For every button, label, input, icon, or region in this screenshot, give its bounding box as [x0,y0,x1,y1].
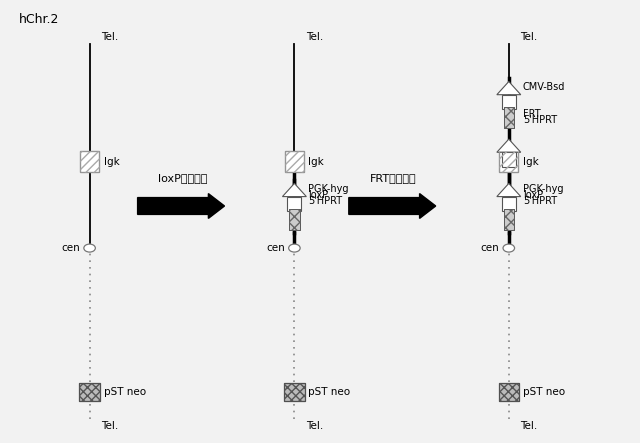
Bar [504,209,514,230]
FancyArrow shape [349,194,436,218]
Bar [504,209,514,230]
Circle shape [503,244,515,252]
Bar [79,383,100,401]
FancyArrow shape [138,194,225,218]
Text: Tel.: Tel. [306,421,323,431]
Bar [285,151,304,172]
Bar [284,383,305,401]
Text: 5'HPRT: 5'HPRT [523,116,557,125]
Text: pST neo: pST neo [523,387,565,397]
Bar [289,209,300,230]
Bar [287,197,301,211]
Text: loxP配列挿入: loxP配列挿入 [157,173,207,183]
Text: loxP: loxP [308,190,328,200]
Bar [502,95,516,109]
Polygon shape [497,183,521,197]
Polygon shape [497,139,521,152]
Text: pST neo: pST neo [104,387,146,397]
Bar [284,383,305,401]
Text: Tel.: Tel. [520,32,538,42]
Bar [285,151,304,172]
Text: loxP: loxP [523,190,543,200]
Text: PGK-hyg: PGK-hyg [523,184,563,194]
Text: FRT配列挿入: FRT配列挿入 [371,173,417,183]
Text: Tel.: Tel. [101,32,118,42]
Text: FRT: FRT [523,109,541,119]
Text: lgk: lgk [308,157,324,167]
Text: hChr.2: hChr.2 [19,13,60,26]
Polygon shape [497,82,521,95]
Bar [499,151,518,172]
Text: 5'HPRT: 5'HPRT [523,196,557,206]
Bar [502,197,516,211]
Text: lgk: lgk [104,157,120,167]
Text: PGK-hyg: PGK-hyg [308,184,349,194]
Bar [80,151,99,172]
Bar [504,107,514,128]
Text: Tel.: Tel. [101,421,118,431]
Circle shape [84,244,95,252]
Circle shape [289,244,300,252]
Polygon shape [282,183,307,197]
Text: cen: cen [481,243,499,253]
Text: CMV-Bsd: CMV-Bsd [523,82,565,92]
Bar [289,209,300,230]
Text: Tel.: Tel. [306,32,323,42]
Text: pST neo: pST neo [308,387,351,397]
Bar [502,152,516,167]
Bar [504,107,514,128]
Bar [499,151,518,172]
Bar [80,151,99,172]
Text: Tel.: Tel. [520,421,538,431]
Bar [499,383,519,401]
Text: 5'HPRT: 5'HPRT [308,196,342,206]
Text: lgk: lgk [523,157,539,167]
Text: cen: cen [266,243,285,253]
Bar [79,383,100,401]
Text: cen: cen [61,243,80,253]
Bar [499,383,519,401]
